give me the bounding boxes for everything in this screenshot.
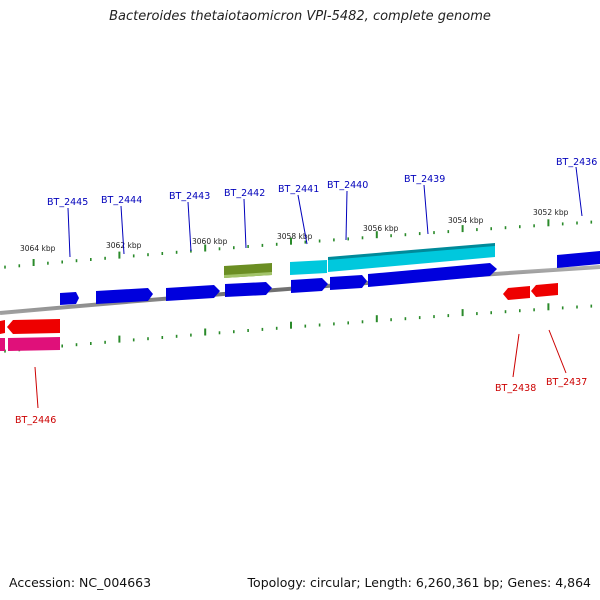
gene-label-bt2439[interactable]: BT_2439 (404, 174, 445, 185)
length-label: Length: (364, 575, 412, 590)
gene-shade (328, 243, 495, 260)
gene-arrow-bt2441[interactable] (291, 278, 328, 293)
accession-value: NC_004663 (79, 575, 152, 590)
gene-feature-cyan[interactable] (290, 260, 327, 275)
gene-feature-magenta-b[interactable] (8, 337, 60, 351)
gene-arrow-bt2438[interactable] (503, 286, 530, 300)
gene-label-bt2445[interactable]: BT_2445 (47, 197, 88, 208)
gene-arrow-bt2446-a[interactable] (0, 320, 5, 334)
topology-value: circular (310, 575, 357, 590)
gene-label-bt2446[interactable]: BT_2446 (15, 415, 56, 426)
footer-genome-stats: Topology: circular; Length: 6,260,361 bp… (247, 575, 591, 590)
gene-labels: BT_2445 BT_2444 BT_2443 BT_2442 BT_2441 … (15, 157, 597, 426)
page-title: Bacteroides thetaiotaomicron VPI-5482, c… (109, 9, 491, 24)
length-value: 6,260,361 bp (415, 575, 500, 590)
kbp-label: 3056 kbp (363, 224, 399, 233)
kbp-label: 3058 kbp (277, 232, 313, 241)
genes-value: 4,864 (555, 575, 591, 590)
gene-label-bt2442[interactable]: BT_2442 (224, 188, 265, 199)
gene-feature-cyan-long[interactable] (328, 245, 495, 272)
kbp-label: 3064 kbp (20, 244, 56, 253)
inner-tick-track (4, 303, 593, 353)
footer-accession: Accession: NC_004663 (9, 575, 151, 590)
topology-label: Topology: (247, 575, 307, 590)
gene-label-bt2436[interactable]: BT_2436 (556, 157, 597, 168)
outer-tick-track (4, 219, 593, 269)
reverse-genes (0, 283, 558, 351)
forward-genes (60, 243, 600, 305)
gene-label-bt2441[interactable]: BT_2441 (278, 184, 319, 195)
gene-label-bt2438[interactable]: BT_2438 (495, 383, 536, 394)
kbp-label: 3060 kbp (192, 237, 228, 246)
genes-label: Genes: (507, 575, 552, 590)
gene-arrow-bt2442[interactable] (225, 282, 272, 297)
label-leaders (34, 166, 583, 409)
gene-arrow-bt2437[interactable] (531, 283, 558, 297)
gene-arrow-bt2443[interactable] (166, 285, 220, 301)
gene-arrow-bt2445[interactable] (60, 292, 79, 305)
gene-arrow-bt2439[interactable] (368, 263, 497, 287)
gene-label-bt2440[interactable]: BT_2440 (327, 180, 368, 191)
gene-shade (224, 272, 272, 278)
accession-label: Accession: (9, 575, 76, 590)
gene-feature-magenta-a[interactable] (0, 338, 5, 351)
gene-label-bt2443[interactable]: BT_2443 (169, 191, 210, 202)
gene-feature-bt2436[interactable] (557, 251, 600, 268)
gene-arrow-bt2444[interactable] (96, 288, 153, 304)
gene-label-bt2444[interactable]: BT_2444 (101, 195, 142, 206)
kbp-label: 3052 kbp (533, 208, 569, 217)
kbp-label: 3054 kbp (448, 216, 484, 225)
gene-arrow-bt2446-b[interactable] (7, 319, 60, 334)
gene-label-bt2437[interactable]: BT_2437 (546, 377, 587, 388)
gene-arrow-bt2440[interactable] (330, 275, 367, 290)
